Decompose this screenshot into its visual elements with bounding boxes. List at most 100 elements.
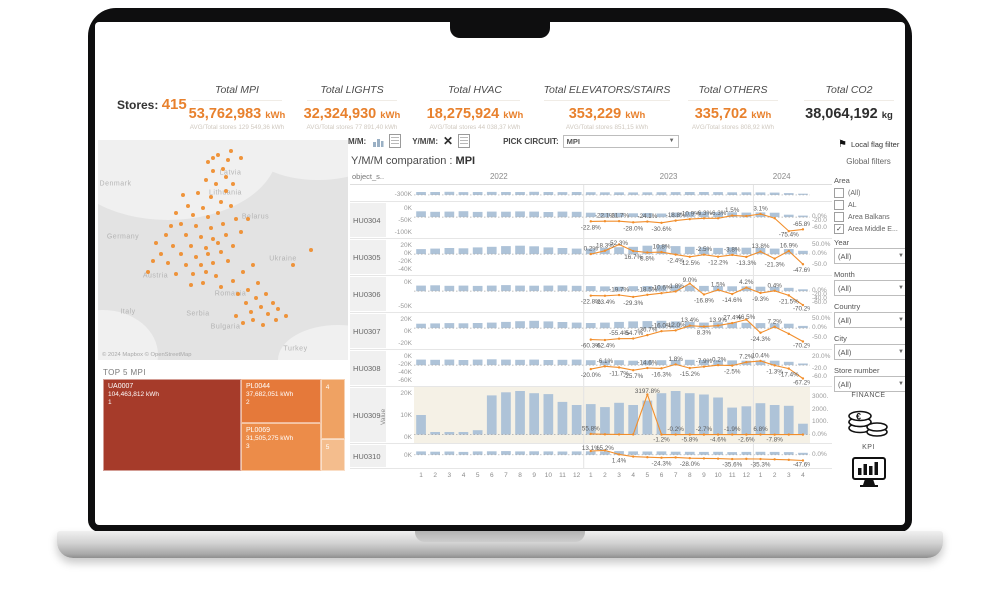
filter-select-store-number[interactable]: (All) ▼ (834, 376, 905, 392)
month-tick: 7 (673, 472, 678, 479)
store-row-label: HU0306 (350, 277, 386, 311)
treemap-rank: 5 (325, 443, 330, 451)
small-multiples-pane[interactable]: object_s.. 2022 2023 2024 -300K HU0304 0K -50… (350, 170, 832, 479)
store-dot (213, 182, 218, 186)
store-dot (203, 177, 208, 182)
treemap-block-3[interactable]: PL0069 31,505,275 kWh 3 (240, 423, 321, 471)
store-dot (198, 263, 203, 268)
area-option--all-[interactable]: (All) (834, 188, 860, 198)
pct-axis-tick: 2000. (812, 405, 829, 413)
chevron-down-icon: ▼ (668, 138, 675, 144)
store-dot (251, 263, 255, 268)
y-axis-tick: 20K (400, 390, 412, 397)
local-flag-filter[interactable]: ⚑ Local flag filter (838, 139, 900, 149)
svg-text:1.8%: 1.8% (668, 356, 683, 363)
filter-select-month[interactable]: (All) ▼ (834, 280, 905, 296)
local-flag-filter-label: Local flag filter (850, 140, 900, 149)
svg-text:-47.6%: -47.6% (793, 462, 810, 469)
treemap-rank: 1 (108, 399, 112, 406)
svg-text:-54.7%: -54.7% (623, 330, 643, 337)
y-axis-tick: -20K (398, 340, 412, 347)
store-dot (273, 318, 278, 323)
svg-text:7.2%: 7.2% (739, 354, 754, 361)
map-country-label: Romania (214, 290, 247, 298)
month-tick: 12 (742, 472, 750, 479)
filter-select-year[interactable]: (All) ▼ (834, 248, 905, 264)
svg-text:-5.8%: -5.8% (682, 437, 699, 444)
chart-row-HU0307: HU0307 20K 0K -20K 50.0% 0.0% -50.0 -60.3% -62.4… (350, 313, 832, 350)
area-option-label: (All) (848, 189, 861, 197)
svg-text:-22.8%: -22.8% (581, 224, 601, 231)
svg-text:-4.6%: -4.6% (710, 437, 727, 444)
treemap-block-1[interactable]: UA0007 104,463,812 kWh 1 (103, 379, 241, 471)
svg-text:-3.8%: -3.8% (724, 246, 741, 253)
store-dot (208, 195, 213, 200)
checkbox-icon (834, 212, 844, 222)
area-option-area-balkans[interactable]: Area Balkans (834, 212, 890, 222)
treemap-rank: 2 (245, 399, 250, 406)
store-dot (243, 300, 248, 305)
stores-counter: Stores: 415 (117, 96, 187, 113)
store-dot (266, 311, 270, 316)
finance-coins-icon[interactable]: € (846, 404, 890, 443)
y-axis-tick: 10K (400, 412, 412, 419)
svg-text:13.8%: 13.8% (752, 243, 770, 250)
svg-text:-1.9%: -1.9% (724, 426, 741, 433)
store-dot (226, 259, 230, 263)
treemap-block-5[interactable]: 5 (320, 438, 345, 471)
mm-report-icon[interactable] (389, 134, 402, 148)
chart-rows: -300K HU0304 0K -50K -100K 0.0% -20.0 -60.0 -22.… (350, 185, 832, 469)
store-dot (191, 272, 195, 277)
kpi-monitor-icon[interactable] (850, 456, 888, 493)
svg-text:-36.7%: -36.7% (637, 327, 657, 334)
month-tick: 2 (603, 472, 607, 479)
kpi-value: 18,275,924 kWh (426, 106, 524, 122)
stores-value: 415 (161, 96, 187, 113)
row-plot (414, 185, 810, 201)
svg-text:-19.7%: -19.7% (609, 287, 629, 294)
checkbox-icon: ✓ (834, 224, 844, 234)
kpi-value: 335,702 kWh (694, 106, 772, 122)
treemap-block-2[interactable]: PL0044 37,682,051 kWh 2 (240, 379, 321, 424)
mm-barchart-icon[interactable] (371, 135, 384, 148)
svg-text:-0.2%: -0.2% (710, 357, 727, 364)
store-dot (206, 215, 210, 219)
svg-text:46.5%: 46.5% (737, 314, 755, 321)
store-dot (216, 153, 220, 158)
store-dot (231, 182, 235, 186)
kpi-value: 38,064,192 kg (805, 106, 893, 122)
svg-text:-1.8%: -1.8% (667, 283, 684, 290)
map-country-label: Latvia (219, 169, 242, 177)
chart-row-HU0305: HU0305 20K 0K -20K -40K 50.0% 0.0% -50.0 0.2% 18.… (350, 239, 832, 276)
area-option-al[interactable]: AL (834, 200, 857, 210)
store-dot (191, 212, 195, 217)
row-plot: -22.8% -22.1%-21.7% -28.0% -24.1% -30.6% -18.… (414, 202, 810, 238)
store-dot (216, 241, 220, 246)
top5-treemap: UA0007 104,463,812 kWh 1 PL0044 37,682,05… (103, 379, 345, 471)
laptop-base (57, 531, 943, 558)
treemap-block-4[interactable]: 4 (320, 379, 345, 439)
svg-text:-14.6%: -14.6% (722, 297, 742, 304)
area-option-area-middle-e-[interactable]: ✓ Area Middle E... (834, 224, 898, 234)
svg-text:13.9%: 13.9% (709, 317, 727, 324)
laptop-notch (450, 16, 550, 38)
filter-select-country[interactable]: (All) ▼ (834, 312, 905, 328)
ymm-report-icon[interactable] (458, 134, 471, 148)
store-dot (233, 314, 238, 318)
filter-select-city[interactable]: (All) ▼ (834, 344, 905, 360)
svg-text:-15.2%: -15.2% (680, 371, 700, 378)
svg-text:-23.4%: -23.4% (595, 299, 615, 306)
svg-text:16.7%: 16.7% (624, 254, 642, 261)
pick-circuit-select[interactable]: MPI ▼ (562, 134, 679, 148)
pct-axis-tick: 0.0% (812, 324, 827, 332)
value-axis-label: Value (380, 408, 387, 425)
ymm-close-icon[interactable]: ✕ (443, 134, 454, 148)
store-dot (146, 270, 150, 274)
svg-text:-60.3%: -60.3% (581, 343, 601, 350)
kpi-subtext: AVG/Total stores 129 549,36 kWh (189, 124, 285, 131)
stores-label: Stores: (117, 98, 159, 112)
map-country-label: Belarus (241, 213, 270, 221)
pct-axis-tick: 3000. (812, 393, 829, 400)
svg-text:-16.3%: -16.3% (652, 371, 672, 378)
stores-map[interactable]: Denmark Germany Austria Italy Belarus Ukraine… (98, 140, 348, 360)
